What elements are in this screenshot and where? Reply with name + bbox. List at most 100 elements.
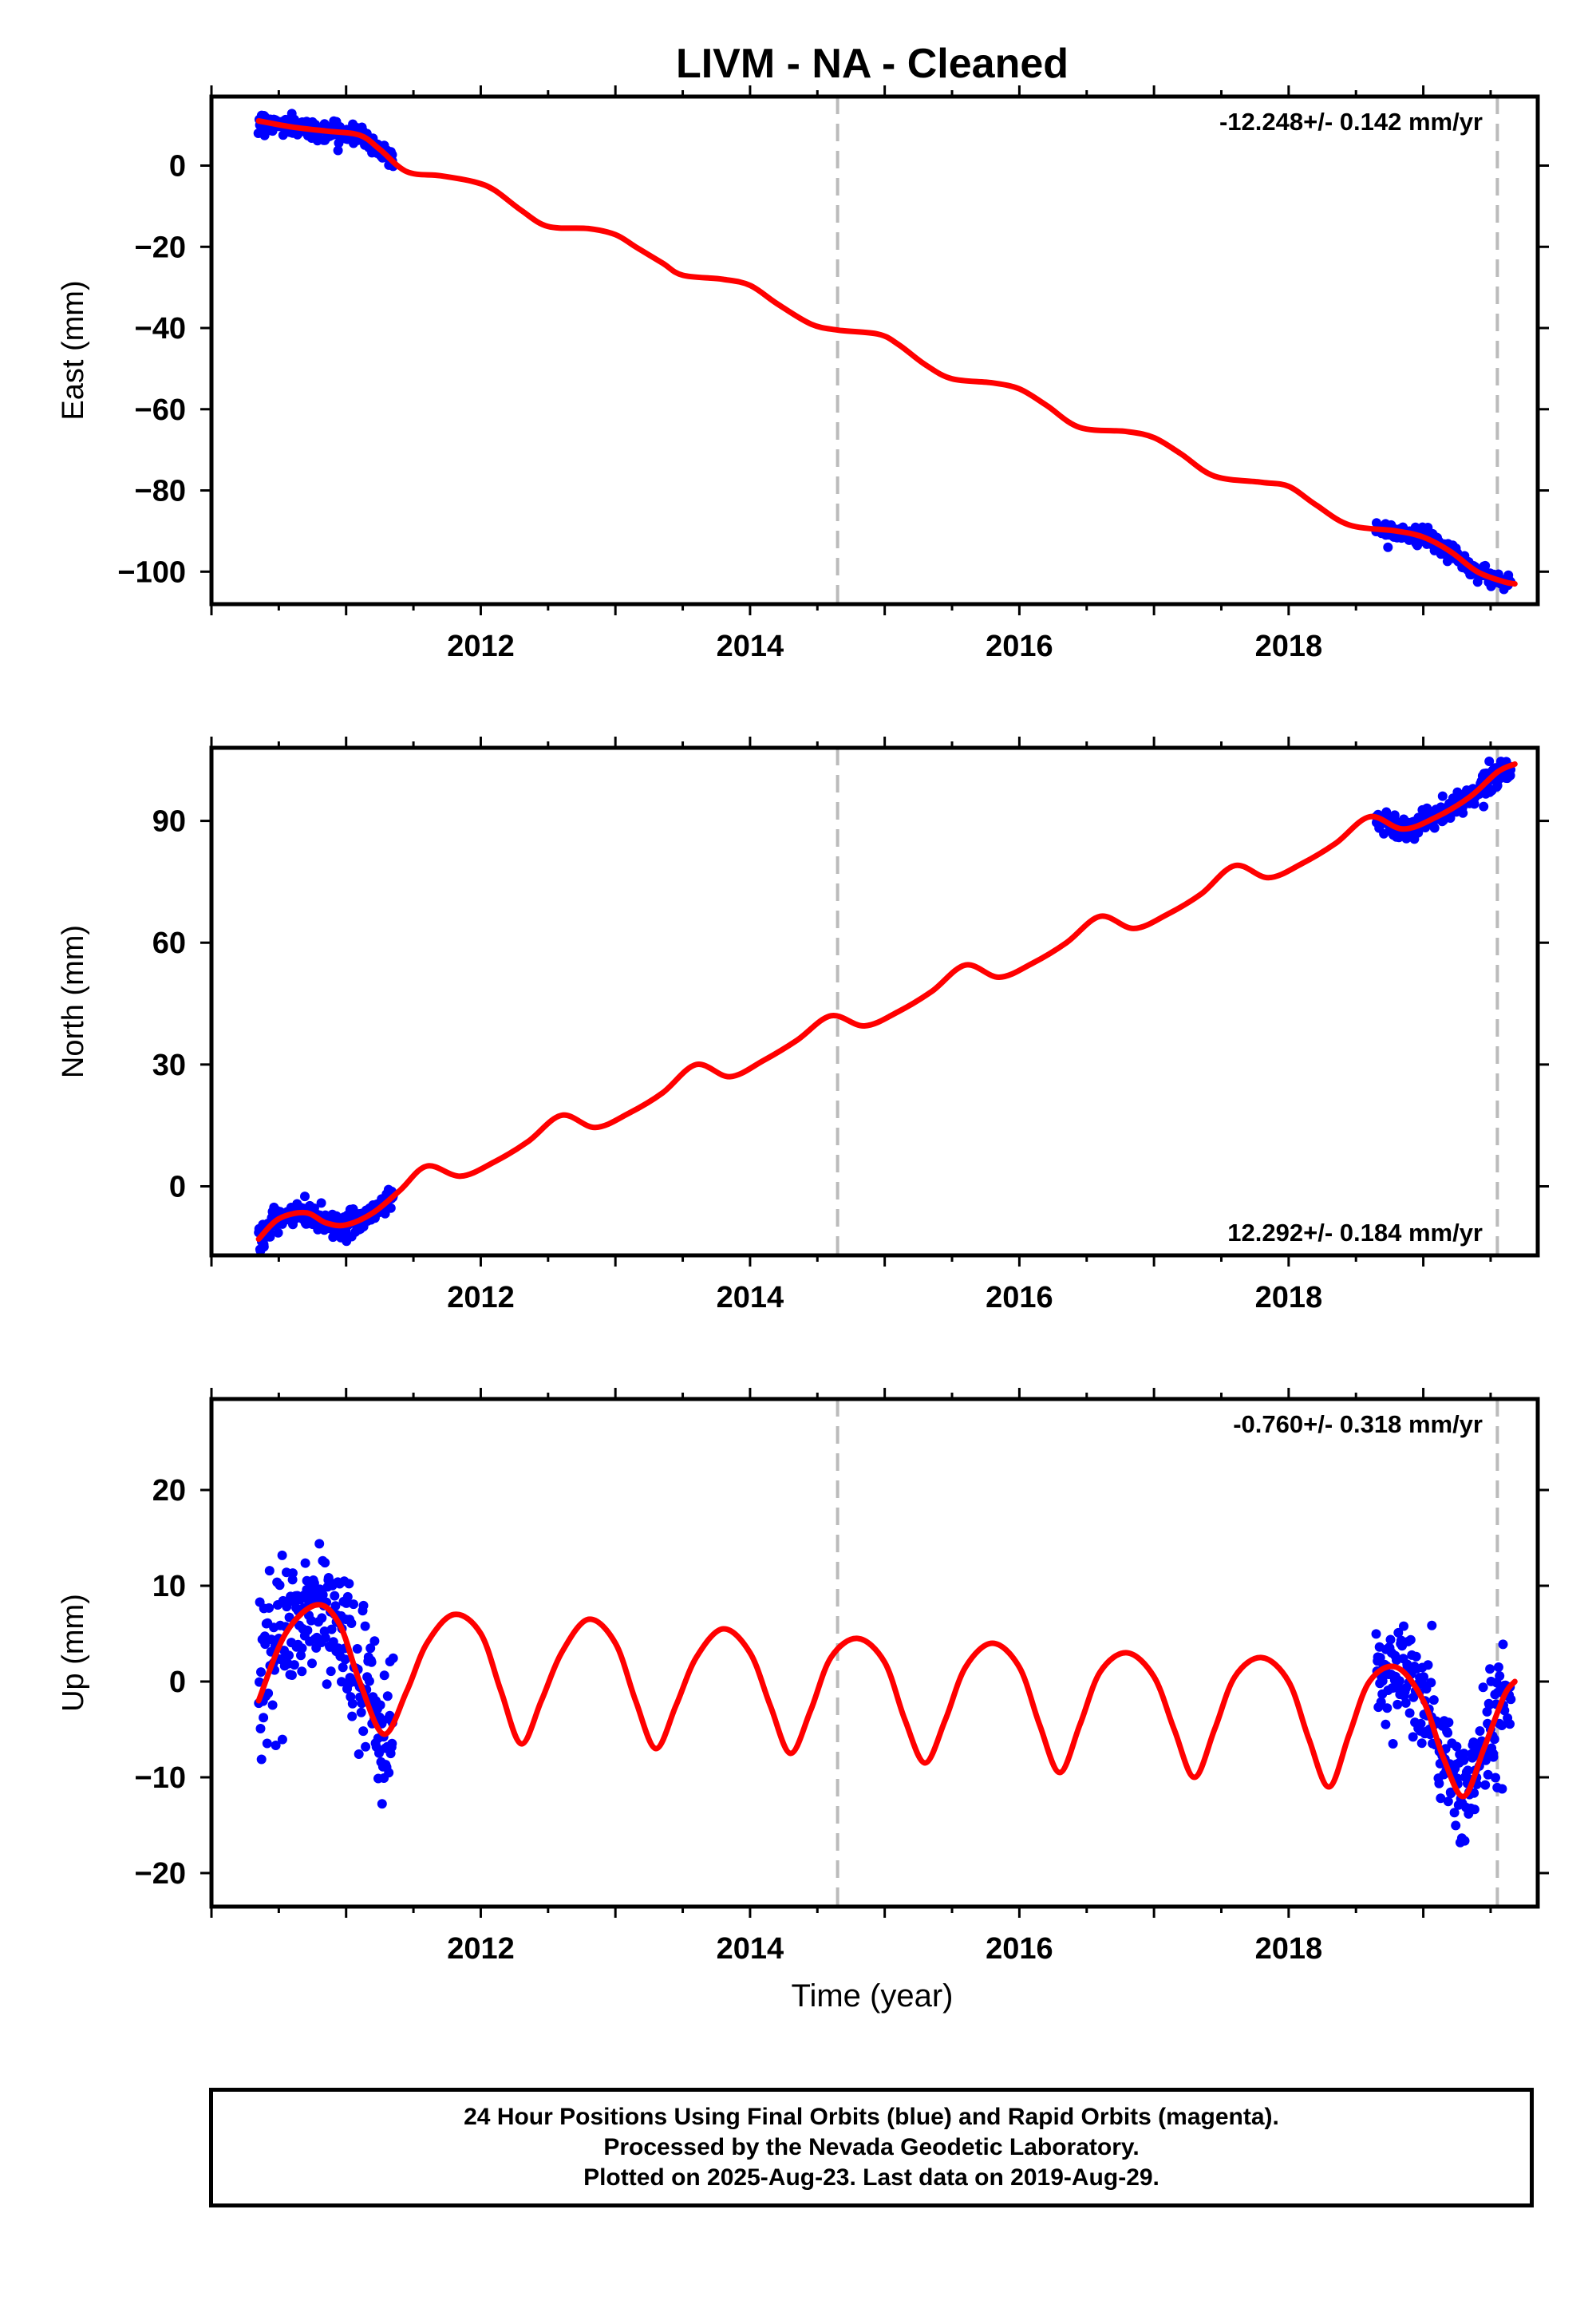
data-point [1383, 542, 1393, 552]
data-point [1489, 1734, 1499, 1745]
y-tick-label: 90 [152, 805, 186, 839]
model-fit-line [255, 118, 1518, 587]
x-tick-label: 2018 [1255, 1281, 1323, 1314]
data-point [365, 1643, 376, 1654]
data-point [1419, 1672, 1428, 1682]
x-tick-label: 2012 [447, 1932, 515, 1966]
data-point [264, 1566, 275, 1576]
data-point [1449, 1808, 1460, 1818]
data-point [1443, 1796, 1453, 1807]
data-point [273, 1227, 283, 1238]
data-point [1426, 1678, 1436, 1688]
data-point [316, 1198, 326, 1208]
x-axis-title: Time (year) [792, 1978, 954, 2014]
data-point [1443, 1728, 1453, 1738]
data-point [1488, 1752, 1499, 1762]
footer-line-1: 24 Hour Positions Using Final Orbits (bl… [464, 2104, 1279, 2130]
data-point [284, 1650, 294, 1661]
y-tick-label: 20 [152, 1474, 186, 1508]
data-point [342, 1591, 353, 1602]
data-point [1493, 1662, 1503, 1672]
data-point [1377, 1676, 1388, 1686]
data-point [1408, 1732, 1418, 1742]
data-point [1405, 1634, 1416, 1645]
data-point [1485, 1664, 1495, 1674]
east-axes-frame [209, 94, 1540, 607]
data-point [1491, 1773, 1500, 1783]
data-point [1434, 1778, 1444, 1788]
y-tick-label: −40 [135, 312, 186, 346]
data-point [330, 1601, 341, 1611]
figure-title: LIVM - NA - Cleaned [676, 41, 1069, 87]
data-point [300, 1192, 310, 1202]
data-point [1451, 1820, 1461, 1831]
data-point [259, 1713, 269, 1723]
data-point [1459, 1749, 1469, 1759]
x-tick-label: 2016 [986, 1932, 1053, 1966]
data-point [346, 1618, 357, 1628]
data-point [388, 1653, 398, 1663]
data-point [1479, 801, 1489, 812]
data-point [307, 1658, 317, 1669]
data-point [267, 1700, 278, 1710]
data-point [347, 1698, 358, 1709]
x-tick-label: 2014 [717, 1281, 784, 1314]
data-point [306, 1615, 316, 1626]
data-point [317, 1613, 327, 1623]
y-tick-label: 60 [152, 927, 186, 960]
up-rate-label: -0.760+/- 0.318 mm/yr [1233, 1410, 1483, 1438]
y-tick-label: −100 [117, 555, 186, 589]
data-point [354, 1749, 364, 1759]
data-point [1416, 1718, 1426, 1729]
data-point [385, 1203, 396, 1213]
data-point [259, 1242, 269, 1252]
data-point [1469, 1804, 1479, 1815]
data-point [1452, 1741, 1462, 1752]
data-point [1498, 1639, 1508, 1650]
data-point [265, 1231, 275, 1242]
data-point [320, 1633, 330, 1643]
data-point [286, 1670, 297, 1680]
data-point [263, 1688, 274, 1698]
data-point [1475, 1726, 1485, 1736]
data-point [369, 1636, 380, 1646]
x-tick-label: 2012 [447, 1281, 515, 1314]
data-point [1404, 1708, 1415, 1718]
model-fit-line [255, 1602, 1518, 1800]
data-point [1480, 1780, 1491, 1790]
data-point [1394, 1676, 1404, 1686]
y-tick-label: 30 [152, 1049, 186, 1082]
east-plot-area [253, 97, 1518, 604]
data-point [1371, 1629, 1381, 1639]
data-point [1429, 823, 1440, 833]
data-point [277, 1550, 287, 1560]
data-point [1445, 813, 1456, 823]
data-point [1505, 1719, 1515, 1729]
data-point [338, 1662, 348, 1673]
data-point [326, 1666, 336, 1677]
east-y-axis-title: East (mm) [57, 280, 90, 420]
north-y-axis-title: North (mm) [57, 925, 90, 1078]
data-point [1437, 791, 1448, 801]
x-tick-label: 2014 [717, 1932, 784, 1966]
data-point [1460, 1836, 1470, 1846]
x-tick-label: 2016 [986, 1281, 1053, 1314]
data-point [1375, 1653, 1385, 1663]
data-point [1400, 1697, 1411, 1708]
data-point [262, 1738, 272, 1749]
model-fit-line [255, 761, 1518, 1243]
data-point [1446, 1788, 1456, 1799]
data-point [360, 1621, 370, 1631]
data-point [1484, 757, 1495, 766]
data-point [344, 1579, 354, 1589]
data-point [282, 1602, 292, 1612]
data-point [1423, 1660, 1433, 1670]
data-point [1506, 1694, 1516, 1705]
data-point [1463, 1765, 1473, 1776]
data-point [287, 1568, 298, 1579]
x-tick-label: 2018 [1255, 1932, 1323, 1966]
y-tick-label: −80 [135, 475, 186, 508]
data-point [347, 1711, 358, 1721]
data-point [320, 1558, 330, 1568]
data-point [387, 1738, 397, 1749]
